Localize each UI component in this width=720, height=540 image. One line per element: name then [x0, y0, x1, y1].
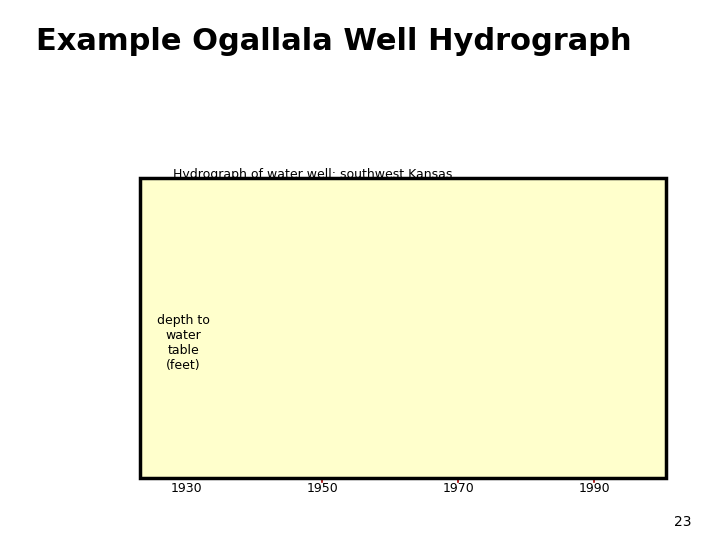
Text: Example Ogallala Well Hydrograph: Example Ogallala Well Hydrograph — [36, 27, 631, 56]
Text: 3: 3 — [552, 295, 569, 319]
Text: Hydrograph of water well: southwest Kansas: Hydrograph of water well: southwest Kans… — [173, 168, 452, 181]
Text: 2: 2 — [395, 195, 413, 219]
Text: depth to
water
table
(feet): depth to water table (feet) — [157, 314, 210, 372]
Text: three segments to
hydrograph:: three segments to hydrograph: — [200, 400, 329, 428]
Text: 23: 23 — [674, 515, 691, 529]
Text: 1: 1 — [232, 184, 250, 207]
